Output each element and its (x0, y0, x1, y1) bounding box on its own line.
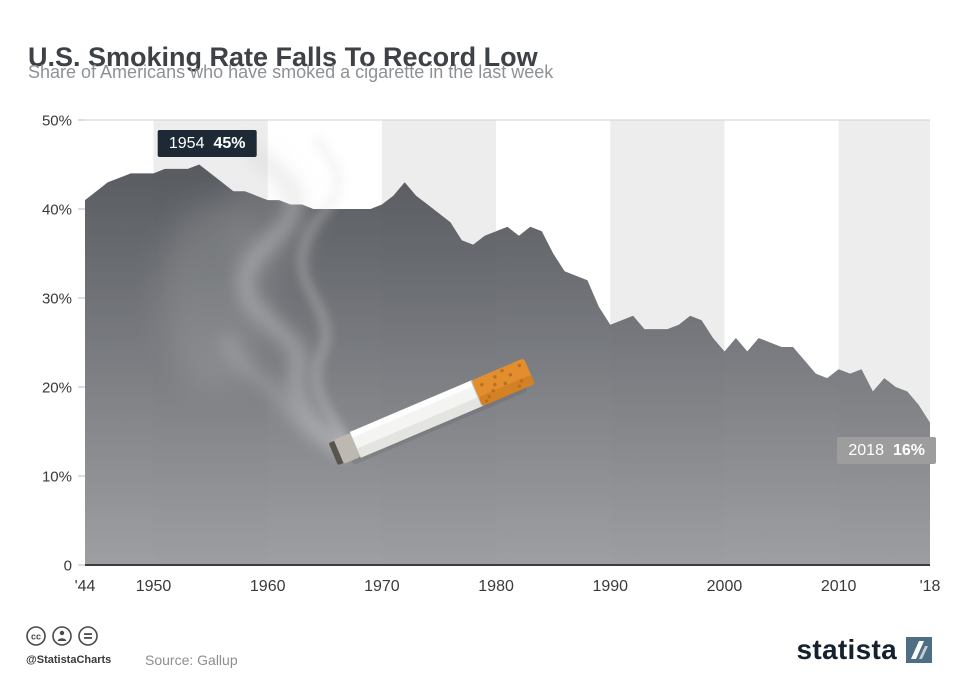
x-tick-label: 1980 (478, 578, 514, 595)
no-derivatives-equals-icon (78, 626, 98, 646)
attribution-person-icon (52, 626, 72, 646)
cigarette-illustration (329, 359, 534, 465)
filter-speckles (480, 363, 524, 403)
y-tick-label: 20% (42, 379, 72, 396)
page-title: U.S. Smoking Rate Falls To Record Low (28, 42, 538, 73)
x-tick-label: 2010 (821, 578, 857, 595)
statista-charts-handle: @StatistaCharts (26, 654, 112, 666)
page-subtitle: Share of Americans who have smoked a cig… (28, 62, 554, 82)
area-series (85, 164, 930, 565)
creative-commons-icons[interactable]: cc (26, 626, 98, 646)
y-tick-label: 10% (42, 468, 72, 485)
statista-wordmark: statista (796, 634, 897, 665)
x-tick-label: '18 (920, 578, 941, 595)
source-credit: Source: Gallup (145, 652, 238, 668)
y-tick-label: 0 (64, 557, 72, 574)
statista-logo-icon (906, 637, 932, 663)
y-tick-label: 30% (42, 290, 72, 307)
axes-and-ticks: 0 10% 20% 30% 40% 50% '44 1950 1960 1970 1980 1990 2… (42, 112, 941, 595)
statista-logo[interactable]: statista (797, 634, 932, 666)
cc-icon: cc (26, 626, 46, 646)
y-tick-label: 50% (42, 112, 72, 129)
smoke-illustration (160, 135, 353, 456)
x-tick-label: 1970 (364, 578, 400, 595)
svg-text:cc: cc (31, 632, 41, 642)
x-tick-label: 1990 (592, 578, 628, 595)
y-tick-label: 40% (42, 201, 72, 218)
x-tick-label: '44 (75, 578, 96, 595)
x-tick-label: 1960 (250, 578, 286, 595)
x-tick-label: 1950 (136, 578, 172, 595)
smoking-rate-area (85, 164, 930, 565)
x-tick-label: 2000 (707, 578, 743, 595)
